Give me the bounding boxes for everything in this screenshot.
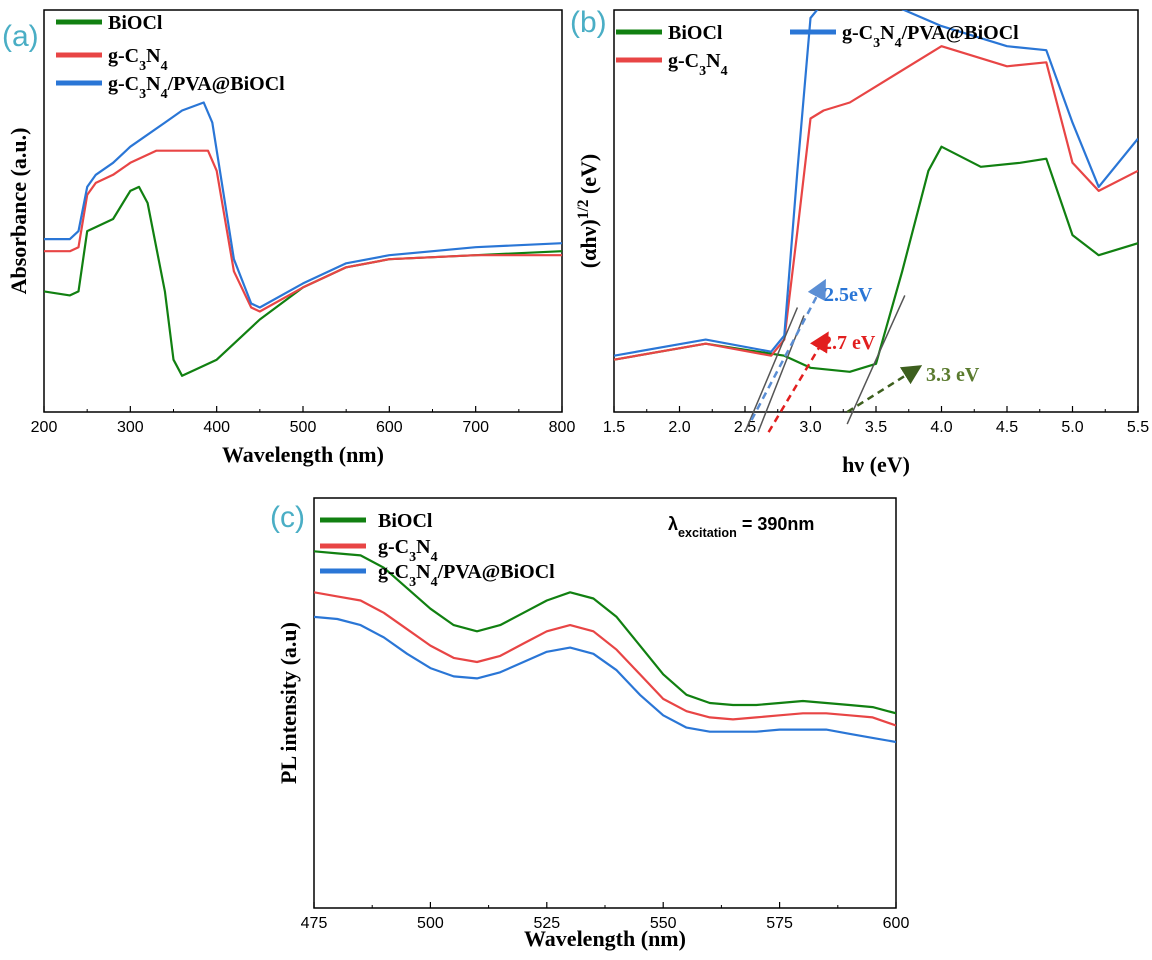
dashed-arrow xyxy=(750,278,826,421)
series-line-gCN xyxy=(614,45,1138,361)
x-tick-label: 2.0 xyxy=(668,419,690,436)
legend-label-comp: g-C3N4/PVA@BiOCl xyxy=(108,73,285,102)
y-axis-title: PL intensity (a.u) xyxy=(276,622,301,784)
legend-label-gCN: g-C3N4 xyxy=(108,45,168,74)
series-line-BiOCl xyxy=(614,145,1138,373)
x-tick-label: 800 xyxy=(549,419,576,436)
x-tick-label: 500 xyxy=(417,915,444,932)
x-tick-label: 550 xyxy=(650,915,677,932)
panel-a: 200 300 400 500 600 700 800 Wavelength (nm) Abso… xyxy=(2,9,576,467)
tangent-line xyxy=(744,307,799,433)
legend-label-comp: g-C3N4/PVA@BiOCl xyxy=(842,22,1019,51)
legend-label-BiOCl: BiOCl xyxy=(378,510,433,532)
x-tick-label: 5.0 xyxy=(1061,419,1083,436)
x-axis-title: Wavelength (nm) xyxy=(222,442,384,467)
x-tick-label: 400 xyxy=(203,419,230,436)
panel-label: (c) xyxy=(270,501,305,534)
series-line-comp xyxy=(44,101,562,309)
x-tick-label: 500 xyxy=(290,419,317,436)
panel-label: (a) xyxy=(2,20,39,53)
legend-label-BiOCl: BiOCl xyxy=(668,22,723,44)
series-line-comp xyxy=(314,615,896,744)
x-tick-label: 3.0 xyxy=(799,419,821,436)
dashed-arrow xyxy=(846,365,923,414)
series-line-gCN xyxy=(314,591,896,727)
x-axis-title: Wavelength (nm) xyxy=(524,926,686,951)
x-tick-label: 200 xyxy=(31,419,58,436)
legend-label-BiOCl: BiOCl xyxy=(108,12,163,34)
tangent-line xyxy=(846,295,906,425)
series-line-gCN xyxy=(44,149,562,313)
x-tick-label: 4.5 xyxy=(996,419,1018,436)
bandgap-label: 2.7 eV xyxy=(822,332,876,354)
x-tick-label: 600 xyxy=(883,915,910,932)
x-tick-label: 3.5 xyxy=(865,419,887,436)
y-axis-title: (αhν)1/2 (eV) xyxy=(575,154,602,268)
plot-frame xyxy=(43,9,563,413)
dashed-arrow xyxy=(767,331,829,433)
y-axis-title: Absorbance (a.u.) xyxy=(6,128,31,295)
bandgap-label: 2.5eV xyxy=(824,284,873,306)
panel-c: 475 500 525 550 575 600 Wavelength (nm) PL inte… xyxy=(270,497,910,951)
x-tick-label: 5.5 xyxy=(1127,419,1149,436)
x-tick-label: 475 xyxy=(301,915,328,932)
x-tick-label: 525 xyxy=(533,915,560,932)
plot-frame xyxy=(313,497,897,909)
x-tick-label: 700 xyxy=(462,419,489,436)
series-line-BiOCl xyxy=(314,550,896,715)
legend-label-gCN: g-C3N4 xyxy=(668,50,728,79)
panel-b: 1.5 2.0 2.5 3.0 3.5 4.0 4.5 5.0 5.5 hν (eV) (αhν)1… xyxy=(570,6,1149,477)
x-tick-label: 4.0 xyxy=(930,419,952,436)
x-tick-label: 300 xyxy=(117,419,144,436)
x-tick-label: 600 xyxy=(376,419,403,436)
series-line-comp xyxy=(614,10,1138,357)
bandgap-label: 3.3 eV xyxy=(926,364,980,386)
x-axis-title: hν (eV) xyxy=(842,452,910,477)
series-line-BiOCl xyxy=(44,185,562,377)
x-tick-label: 2.5 xyxy=(734,419,756,436)
legend-label-gCN: g-C3N4 xyxy=(378,536,438,565)
excitation-label: λexcitation = 390nm xyxy=(668,514,814,540)
legend-label-comp: g-C3N4/PVA@BiOCl xyxy=(378,561,555,590)
x-tick-label: 575 xyxy=(766,915,793,932)
panel-label: (b) xyxy=(570,6,607,39)
x-tick-label: 1.5 xyxy=(603,419,625,436)
